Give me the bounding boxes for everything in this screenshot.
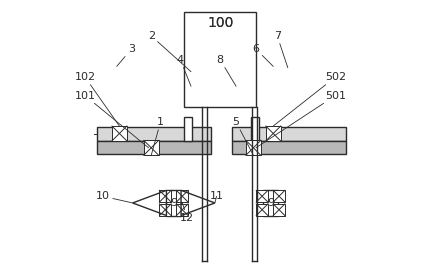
Text: 10: 10	[96, 191, 132, 203]
Bar	[232, 127, 346, 141]
Bar	[97, 141, 211, 154]
Bar	[273, 190, 285, 202]
Text: 9: 9	[170, 198, 177, 208]
Text: 100: 100	[207, 16, 233, 29]
Bar	[176, 190, 188, 202]
Bar	[256, 190, 268, 202]
Text: 3: 3	[117, 44, 135, 66]
Bar	[184, 117, 192, 141]
Bar	[144, 140, 159, 155]
Bar	[263, 190, 278, 215]
Text: 11: 11	[210, 191, 224, 203]
Bar	[251, 117, 259, 141]
Text: 2: 2	[148, 31, 191, 72]
Bar	[167, 190, 181, 215]
Text: 6: 6	[253, 44, 273, 66]
Bar	[266, 126, 281, 141]
Text: 8: 8	[217, 55, 236, 86]
Text: 102: 102	[74, 72, 120, 126]
Text: 101: 101	[74, 91, 148, 148]
Bar	[232, 141, 346, 154]
Bar	[256, 204, 268, 215]
Bar	[273, 204, 285, 215]
Text: 4: 4	[177, 55, 191, 86]
Bar	[184, 12, 256, 107]
Bar	[176, 204, 188, 215]
Bar	[97, 127, 211, 141]
Text: 9: 9	[267, 198, 274, 208]
Bar	[159, 190, 171, 202]
Text: 502: 502	[273, 72, 346, 126]
Text: 5: 5	[233, 117, 253, 155]
Text: 7: 7	[274, 31, 288, 68]
Bar	[112, 126, 127, 141]
Bar	[246, 140, 261, 155]
Text: 100: 100	[207, 16, 233, 29]
Bar	[159, 204, 171, 215]
Text: 1: 1	[151, 117, 164, 155]
Text: 12: 12	[180, 203, 194, 222]
Text: 501: 501	[256, 91, 346, 148]
